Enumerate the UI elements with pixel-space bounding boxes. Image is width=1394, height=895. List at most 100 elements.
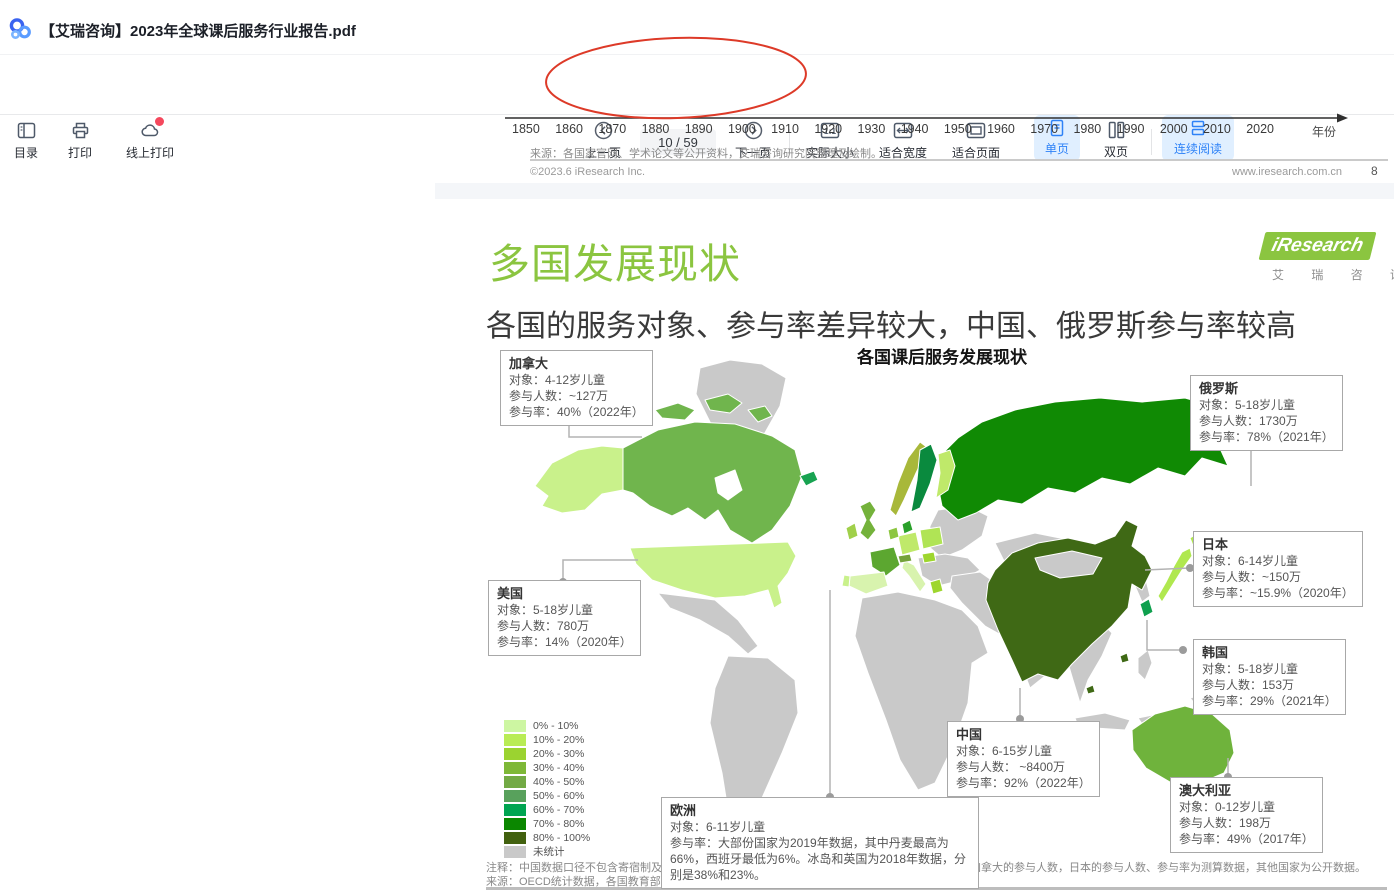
website-text: www.iresearch.com.cn [1232, 166, 1343, 178]
legend-row: 未统计 [504, 845, 590, 858]
map-germany [897, 531, 921, 556]
iresearch-logo: iResearch 艾 瑞 咨 询 [1258, 232, 1394, 283]
legend-label: 10% - 20% [533, 733, 585, 746]
callout-china: 中国 对象：6-15岁儿童 参与人数： ~8400万 参与率：92%（2022年… [947, 721, 1100, 797]
callout-country-name: 澳大利亚 [1179, 783, 1232, 798]
legend-row: 40% - 50% [504, 775, 590, 788]
callout-rate: 参与率：~15.9%（2020年） [1202, 586, 1354, 600]
double-page-button[interactable]: 双页 [1096, 121, 1136, 160]
legend-row: 0% - 10% [504, 719, 590, 732]
callout-participants: 参与人数：198万 [1179, 816, 1272, 830]
page-indicator[interactable]: 10 / 59 [640, 129, 716, 155]
legend-row: 50% - 60% [504, 789, 590, 802]
map-alaska [534, 445, 624, 514]
callout-rate: 参与率：40%（2022年） [509, 405, 644, 419]
fit-width-button[interactable]: 适合宽度 [873, 121, 933, 161]
page-subtitle: 各国的服务对象、参与率差异较大，中国、俄罗斯参与率较高 [486, 310, 1296, 343]
fit-page-button[interactable]: 适合页面 [946, 121, 1006, 161]
callout-country-name: 日本 [1202, 537, 1229, 552]
callout-country-name: 加拿大 [509, 356, 549, 371]
legend-swatch [504, 789, 526, 802]
legend-row: 30% - 40% [504, 761, 590, 774]
legend-swatch [504, 733, 526, 746]
actual-size-label: 实际大小 [805, 146, 854, 160]
map-poland [919, 526, 944, 550]
legend-label: 80% - 100% [533, 831, 591, 844]
map-france [869, 546, 901, 577]
actual-size-button[interactable]: 1:1 实际大小 [800, 121, 860, 161]
double-page-icon [1108, 121, 1124, 139]
logo-brand: Research [1274, 235, 1366, 256]
legend-label: 40% - 50% [533, 775, 585, 788]
callout-russia: 俄罗斯 对象：5-18岁儿童 参与人数：1730万 参与率：78%（2021年） [1190, 375, 1343, 451]
callout-country-name: 俄罗斯 [1199, 381, 1239, 396]
legend-swatch [504, 817, 526, 830]
page-title: 多国发展现状 [489, 241, 741, 287]
map-hudson-bay [714, 469, 743, 501]
online-print-button[interactable]: 线上打印 [118, 121, 182, 161]
map-portugal [841, 574, 851, 588]
year-label: 1970 [1030, 122, 1059, 136]
legend-swatch [504, 719, 526, 732]
callout-country-name: 美国 [497, 586, 524, 601]
map-taiwan [1119, 652, 1130, 664]
callout-rate: 参与率：78%（2021年） [1199, 430, 1334, 444]
toolbar-divider [789, 129, 790, 155]
year-label: 1860 [555, 122, 583, 136]
map-china [985, 519, 1153, 683]
legend-label: 50% - 60% [533, 789, 585, 802]
legend-label: 60% - 70% [533, 803, 585, 816]
toolbar-divider [1151, 129, 1152, 155]
callout-rate: 参与率：92%（2022年） [956, 776, 1091, 790]
print-icon [72, 122, 88, 139]
callout-japan: 日本 对象：6-14岁儿童 参与人数：~150万 参与率：~15.9%（2020… [1193, 531, 1363, 607]
callout-target: 对象：5-18岁儿童 [497, 603, 594, 617]
year-label: 1910 [771, 122, 799, 136]
callout-participants: 参与人数：780万 [497, 619, 590, 633]
single-page-icon [1050, 119, 1064, 137]
continuous-reading-icon [1191, 120, 1205, 136]
fit-page-label: 适合页面 [951, 146, 1000, 160]
svg-text:1:1: 1:1 [824, 126, 837, 136]
legend-row: 70% - 80% [504, 817, 590, 830]
year-label: 1870 [598, 122, 627, 136]
map-greece [929, 578, 944, 595]
map-iceland [799, 470, 819, 487]
callout-participants: 参与人数： ~8400万 [956, 760, 1066, 774]
map-ireland [845, 522, 859, 541]
toc-button[interactable]: 目录 [6, 121, 46, 161]
legend-label: 未统计 [533, 846, 565, 858]
map-benelux [887, 526, 900, 541]
year-label: 1850 [512, 122, 540, 136]
legend-swatch [504, 747, 526, 760]
year-label: 1930 [857, 122, 886, 136]
year-label: 1990 [1116, 122, 1145, 136]
callout-participants: 参与人数：1730万 [1199, 414, 1298, 428]
prev-page-button[interactable]: 上一页 [579, 121, 627, 161]
callout-rate: 参与率：29%（2021年） [1202, 694, 1337, 708]
single-page-button[interactable]: 单页 [1034, 115, 1080, 161]
callout-country-name: 中国 [956, 727, 983, 742]
callout-target: 对象：4-12岁儿童 [509, 373, 606, 387]
map-australia [1131, 705, 1235, 785]
callout-participants: 参与人数：~127万 [509, 389, 609, 403]
map-hungary [921, 551, 937, 564]
map-mongolia [1034, 550, 1103, 579]
prev-page-divider [530, 159, 1388, 161]
iresearch-logo-subtext: 艾 瑞 咨 询 [1272, 268, 1394, 282]
legend-row: 20% - 30% [504, 747, 590, 760]
year-label: 1950 [943, 122, 972, 136]
next-page-button[interactable]: 下一页 [729, 121, 777, 161]
callout-rate: 参与率：14%（2020年） [497, 635, 632, 649]
double-page-label: 双页 [1103, 145, 1128, 159]
print-label: 打印 [67, 146, 92, 160]
print-button[interactable]: 打印 [60, 121, 100, 161]
map-arctic-islands [654, 393, 773, 423]
continuous-reading-button[interactable]: 连续阅读 [1162, 115, 1234, 161]
callout-europe: 欧洲 对象：6-11岁儿童 参与率：大部份国家为2019年数据，其中丹麦最高为6… [661, 797, 979, 889]
legend-swatch [504, 761, 526, 774]
copyright-text: ©2023.6 iResearch Inc. [530, 166, 646, 178]
next-page-label: 下一页 [734, 146, 771, 160]
map-denmark [901, 519, 914, 535]
